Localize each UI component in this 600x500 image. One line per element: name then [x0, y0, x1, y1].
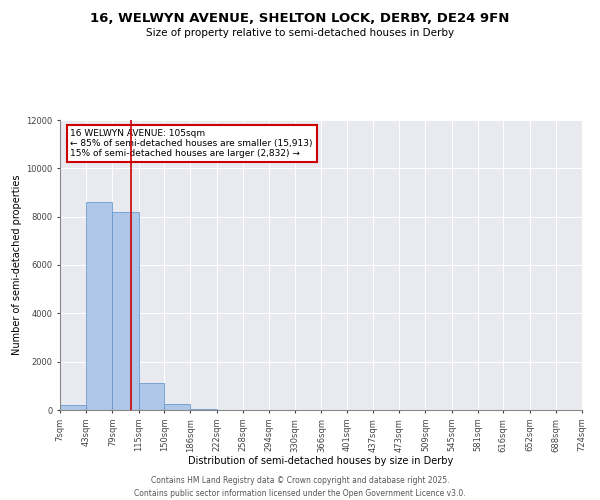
Bar	[60, 405, 86, 410]
Bar	[139, 384, 164, 410]
Bar	[112, 212, 139, 410]
Bar	[190, 408, 217, 410]
Text: Size of property relative to semi-detached houses in Derby: Size of property relative to semi-detach…	[146, 28, 454, 38]
Text: 16, WELWYN AVENUE, SHELTON LOCK, DERBY, DE24 9FN: 16, WELWYN AVENUE, SHELTON LOCK, DERBY, …	[91, 12, 509, 26]
Bar	[86, 202, 112, 410]
Y-axis label: Number of semi-detached properties: Number of semi-detached properties	[12, 175, 22, 355]
Text: Contains HM Land Registry data © Crown copyright and database right 2025.
Contai: Contains HM Land Registry data © Crown c…	[134, 476, 466, 498]
Text: 16 WELWYN AVENUE: 105sqm
← 85% of semi-detached houses are smaller (15,913)
15% : 16 WELWYN AVENUE: 105sqm ← 85% of semi-d…	[70, 128, 313, 158]
Bar	[164, 404, 190, 410]
X-axis label: Distribution of semi-detached houses by size in Derby: Distribution of semi-detached houses by …	[188, 456, 454, 466]
